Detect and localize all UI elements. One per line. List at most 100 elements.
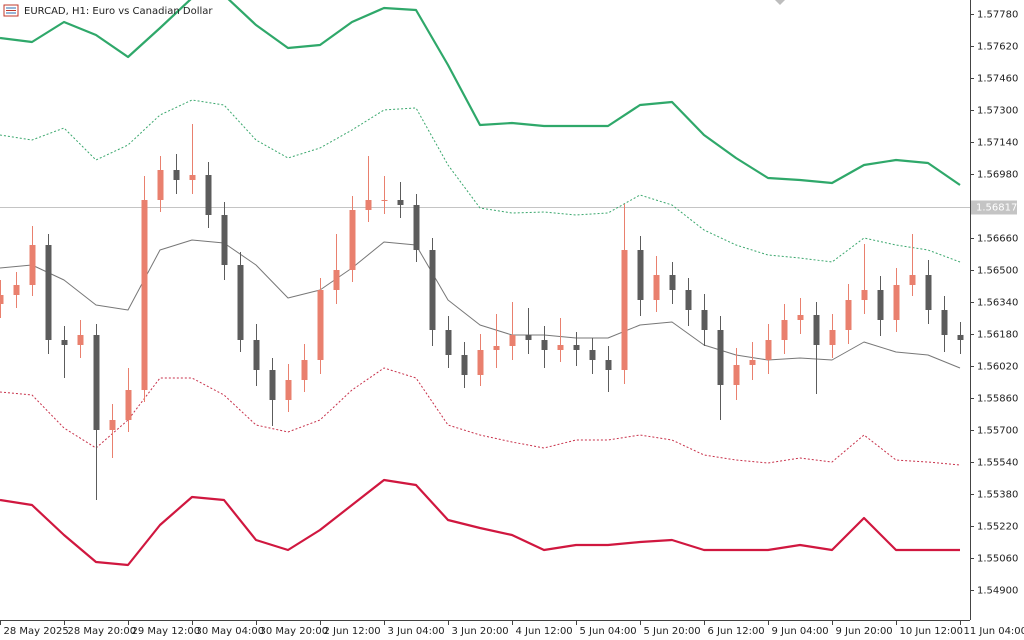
candle-body xyxy=(141,200,148,390)
y-tick-label: 1.57140 xyxy=(977,138,1018,149)
candle-body xyxy=(29,245,36,285)
candle-body xyxy=(941,310,948,335)
x-tick-label: 5 Jun 20:00 xyxy=(644,626,701,637)
candle-body xyxy=(429,250,436,330)
y-tick-label: 1.55380 xyxy=(977,490,1018,501)
x-tick-label: 6 Jun 12:00 xyxy=(708,626,765,637)
x-tick-label: 3 Jun 04:00 xyxy=(388,626,445,637)
y-tick-label: 1.55060 xyxy=(977,554,1018,565)
x-tick-label: 9 Jun 04:00 xyxy=(772,626,829,637)
candle-body xyxy=(189,175,196,180)
candle-body xyxy=(365,200,372,210)
candle-body xyxy=(813,315,820,345)
candle-body xyxy=(93,335,100,430)
candle-body xyxy=(173,170,180,180)
y-tick-label: 1.55700 xyxy=(977,426,1018,437)
candle-body xyxy=(621,250,628,370)
y-tick-label: 1.55860 xyxy=(977,394,1018,405)
candle-body xyxy=(829,330,836,345)
candle-body xyxy=(413,205,420,250)
candle-body xyxy=(637,250,644,300)
candle-body xyxy=(541,340,548,350)
candle-body xyxy=(125,390,132,420)
x-tick-label: 10 Jun 12:00 xyxy=(900,626,964,637)
candle-body xyxy=(573,345,580,350)
candle-body xyxy=(237,265,244,340)
band-line xyxy=(0,367,961,466)
y-tick-label: 1.57780 xyxy=(977,10,1018,21)
candle-body xyxy=(253,340,260,370)
candle-body xyxy=(509,335,516,346)
candle-body xyxy=(157,170,164,200)
y-tick-label: 1.56980 xyxy=(977,170,1018,181)
candle-body xyxy=(381,200,388,201)
last-price-box xyxy=(971,200,1017,215)
x-tick-label: 28 May 2025 xyxy=(4,626,69,637)
y-tick-label: 1.57620 xyxy=(977,42,1018,53)
band-line xyxy=(0,478,960,567)
candle-body xyxy=(525,335,532,340)
candle-body xyxy=(45,245,52,340)
x-tick-label: 2 Jun 12:00 xyxy=(324,626,381,637)
candle-body xyxy=(557,345,564,350)
candle-body xyxy=(845,300,852,330)
candle-body xyxy=(893,285,900,320)
y-tick-label: 1.55220 xyxy=(977,522,1018,533)
candle-body xyxy=(0,295,4,304)
last-price-label: 1.56817 xyxy=(976,203,1017,214)
candle-body xyxy=(461,355,468,375)
x-tick-label: 30 May 20:00 xyxy=(260,626,329,637)
shift-marker xyxy=(775,0,785,5)
candle-body xyxy=(493,346,500,350)
candle-body xyxy=(109,420,116,430)
candle-body xyxy=(749,360,756,365)
symbol-icon xyxy=(3,4,19,17)
x-tick-label: 4 Jun 12:00 xyxy=(516,626,573,637)
y-tick-label: 1.56660 xyxy=(977,234,1018,245)
candle-body xyxy=(717,330,724,385)
x-tick-label: 28 May 20:00 xyxy=(68,626,137,637)
candle-body xyxy=(77,335,84,345)
candle-body xyxy=(685,290,692,310)
y-tick-label: 1.54900 xyxy=(977,586,1018,597)
candle-body xyxy=(733,365,740,385)
chart-title: EURCAD, H1: Euro vs Canadian Dollar xyxy=(24,6,213,17)
candle-body xyxy=(317,290,324,360)
candle-body xyxy=(797,315,804,320)
y-tick-label: 1.56020 xyxy=(977,362,1018,373)
candle-body xyxy=(653,275,660,300)
band-line xyxy=(0,239,961,369)
band-line xyxy=(0,0,961,186)
y-tick-label: 1.55540 xyxy=(977,458,1018,469)
x-tick-label: 3 Jun 20:00 xyxy=(452,626,509,637)
y-tick-label: 1.57300 xyxy=(977,106,1018,117)
x-tick-label: 5 Jun 04:00 xyxy=(580,626,637,637)
y-tick-label: 1.56500 xyxy=(977,266,1018,277)
candle-body xyxy=(269,370,276,400)
candle-body xyxy=(285,380,292,400)
candle-body xyxy=(925,275,932,310)
candle-body xyxy=(861,290,868,300)
x-tick-label: 11 Jun 04:00 xyxy=(964,626,1024,637)
plot-area xyxy=(0,0,970,567)
candle-body xyxy=(605,360,612,370)
candle-body xyxy=(349,210,356,270)
candle-body xyxy=(669,275,676,290)
x-tick-label: 9 Jun 20:00 xyxy=(836,626,893,637)
x-tick-label: 29 May 12:00 xyxy=(132,626,201,637)
candle-body xyxy=(781,320,788,340)
candle-body xyxy=(221,215,228,265)
candle-body xyxy=(877,290,884,320)
x-tick-label: 30 May 04:00 xyxy=(196,626,265,637)
candle-body xyxy=(13,285,20,295)
y-tick-label: 1.57460 xyxy=(977,74,1018,85)
candle-body xyxy=(765,340,772,360)
y-tick-label: 1.56180 xyxy=(977,330,1018,341)
candle-body xyxy=(701,310,708,330)
candle-body xyxy=(445,330,452,355)
candle-body xyxy=(205,175,212,215)
candle-body xyxy=(333,270,340,290)
candle-body xyxy=(589,350,596,360)
